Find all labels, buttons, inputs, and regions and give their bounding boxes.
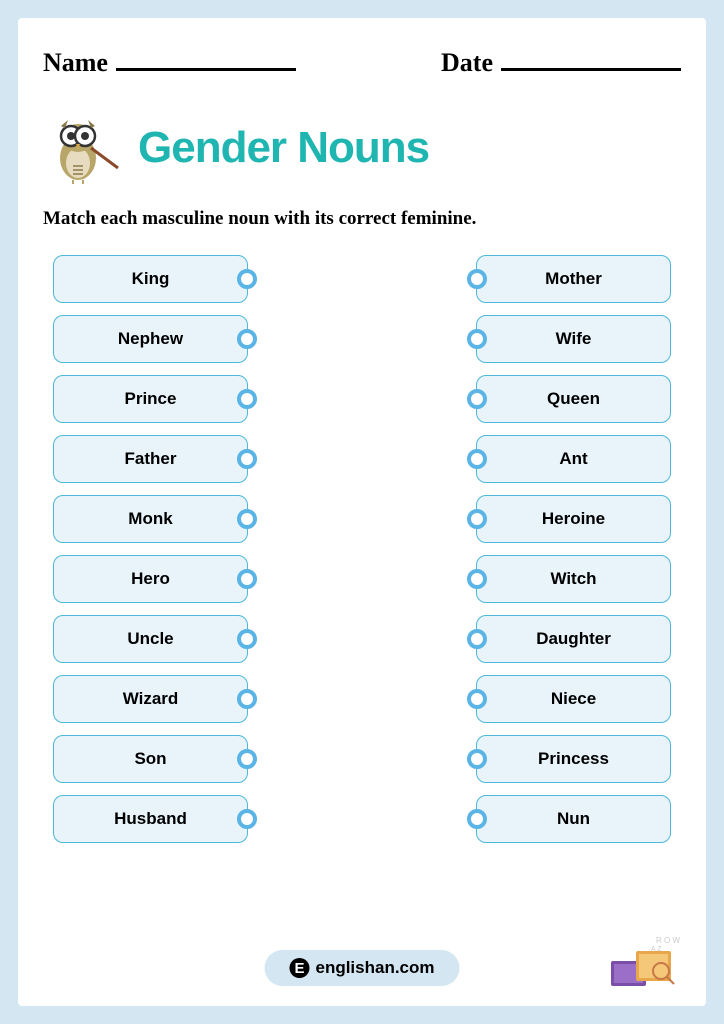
connector-dot[interactable] [237,629,257,649]
owl-icon [43,108,123,188]
footer-text: englishan.com [315,958,434,978]
right-word-box[interactable]: Heroine [476,495,671,543]
connector-dot[interactable] [467,689,487,709]
right-word-box[interactable]: Witch [476,555,671,603]
left-word-box[interactable]: Monk [53,495,248,543]
left-word-box[interactable]: Husband [53,795,248,843]
connector-dot[interactable] [237,389,257,409]
word-columns: King Nephew Prince Father Monk Hero Uncle Wizar… [43,255,681,843]
connector-dot[interactable] [237,329,257,349]
left-word-box[interactable]: Uncle [53,615,248,663]
instruction-text: Match each masculine noun with its corre… [43,208,681,230]
header-row: Name Date [43,48,681,78]
name-line[interactable] [116,68,296,71]
left-word-box[interactable]: Father [53,435,248,483]
date-line[interactable] [501,68,681,71]
connector-dot[interactable] [467,449,487,469]
right-word-box[interactable]: Mother [476,255,671,303]
left-word-box[interactable]: Nephew [53,315,248,363]
right-word-box[interactable]: Wife [476,315,671,363]
connector-dot[interactable] [467,509,487,529]
right-word-box[interactable]: Princess [476,735,671,783]
svg-text:R O W: R O W [656,936,680,945]
right-word-box[interactable]: Nun [476,795,671,843]
connector-dot[interactable] [237,449,257,469]
books-icon: R O W A Z [606,931,686,991]
connector-dot[interactable] [467,629,487,649]
connector-dot[interactable] [237,809,257,829]
title-row: Gender Nouns [43,108,681,188]
worksheet-page: Name Date Gender Nouns Match each mascul [18,18,706,1006]
connector-dot[interactable] [467,269,487,289]
date-label: Date [441,48,493,78]
left-word-box[interactable]: Prince [53,375,248,423]
right-word-box[interactable]: Ant [476,435,671,483]
connector-dot[interactable] [467,389,487,409]
footer-badge: E englishan.com [264,950,459,986]
connector-dot[interactable] [237,689,257,709]
left-word-box[interactable]: King [53,255,248,303]
right-column: Mother Wife Queen Ant Heroine Witch Daughter Ni… [476,255,671,843]
right-word-box[interactable]: Niece [476,675,671,723]
right-word-box[interactable]: Daughter [476,615,671,663]
connector-dot[interactable] [467,329,487,349]
svg-text:A Z: A Z [651,946,662,953]
connector-dot[interactable] [237,269,257,289]
worksheet-title: Gender Nouns [138,123,429,173]
left-word-box[interactable]: Wizard [53,675,248,723]
left-word-box[interactable]: Son [53,735,248,783]
connector-dot[interactable] [237,569,257,589]
date-field: Date [441,48,681,78]
left-word-box[interactable]: Hero [53,555,248,603]
right-word-box[interactable]: Queen [476,375,671,423]
connector-dot[interactable] [467,749,487,769]
connector-dot[interactable] [237,509,257,529]
left-column: King Nephew Prince Father Monk Hero Uncle Wizar… [53,255,248,843]
connector-dot[interactable] [467,569,487,589]
name-field: Name [43,48,296,78]
connector-dot[interactable] [467,809,487,829]
connector-dot[interactable] [237,749,257,769]
name-label: Name [43,48,108,78]
footer-logo-icon: E [289,958,309,978]
